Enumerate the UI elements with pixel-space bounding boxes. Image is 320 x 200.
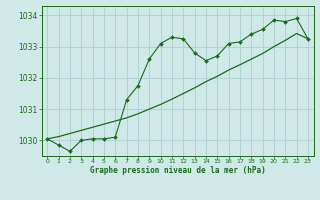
X-axis label: Graphe pression niveau de la mer (hPa): Graphe pression niveau de la mer (hPa) — [90, 166, 266, 175]
